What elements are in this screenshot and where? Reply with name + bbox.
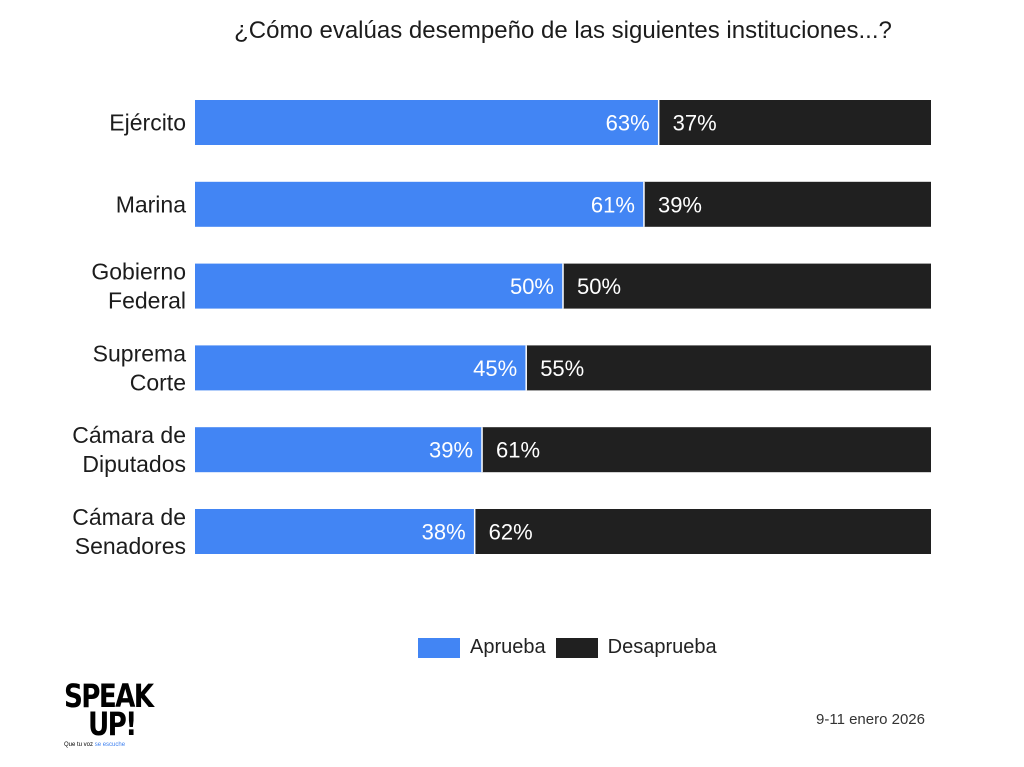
data-label-aprueba: 45% [473, 356, 517, 381]
data-label-aprueba: 39% [429, 438, 473, 463]
category-label: Gobierno [91, 259, 186, 285]
data-label-aprueba: 61% [591, 192, 635, 217]
data-label-desaprueba: 50% [577, 274, 621, 299]
bar-chart: Ejército 63% 37% Marina 61% 39% Gobierno Federa… [72, 100, 931, 559]
bar-aprueba [195, 509, 475, 554]
legend: Aprueba Desaprueba [418, 636, 727, 659]
logo-tagline: Que tu voz se escuche [64, 742, 126, 748]
legend-label-desaprueba: Desaprueba [607, 636, 717, 658]
bar-desaprueba [563, 263, 931, 309]
bar-aprueba [195, 100, 659, 145]
category-label: Marina [116, 191, 187, 217]
logo-text-line1: SPEAK [64, 677, 154, 715]
category-label: Cámara de [72, 422, 186, 448]
category-label: Suprema [93, 340, 187, 366]
category-label: Ejército [109, 110, 186, 136]
data-label-desaprueba: 62% [489, 520, 533, 545]
bar-aprueba [195, 263, 563, 309]
data-label-desaprueba: 55% [540, 356, 584, 381]
data-label-aprueba: 50% [510, 274, 554, 299]
bar-aprueba [195, 427, 483, 473]
bar-desaprueba [482, 427, 931, 473]
legend-swatch-desaprueba [555, 637, 598, 658]
category-label: Cámara de [72, 504, 186, 530]
data-label-aprueba: 63% [606, 111, 650, 136]
chart-title: ¿Cómo evalúas desempeño de las siguiente… [234, 17, 892, 44]
bar-desaprueba [526, 345, 931, 391]
bar-aprueba [195, 345, 527, 391]
category-label: Corte [130, 369, 186, 395]
category-label: Diputados [82, 451, 186, 477]
bar-desaprueba [643, 181, 931, 227]
legend-label-aprueba: Aprueba [470, 636, 546, 658]
logo-text-line2: UP! [88, 705, 137, 743]
category-label: Federal [108, 288, 186, 314]
data-label-desaprueba: 39% [658, 192, 702, 217]
bar-aprueba [195, 181, 644, 227]
survey-date: 9-11 enero 2026 [816, 711, 925, 728]
category-label: Senadores [75, 533, 186, 559]
data-label-aprueba: 38% [422, 520, 466, 545]
bar-desaprueba [658, 100, 931, 145]
legend-item-aprueba: Aprueba [418, 636, 546, 659]
data-label-desaprueba: 37% [673, 111, 717, 136]
data-label-desaprueba: 61% [496, 438, 540, 463]
speak-up-logo: SPEAK UP! Que tu voz se escuche [64, 680, 156, 760]
legend-item-desaprueba: Desaprueba [555, 636, 717, 659]
bar-desaprueba [474, 509, 931, 554]
legend-swatch-aprueba [418, 637, 460, 658]
